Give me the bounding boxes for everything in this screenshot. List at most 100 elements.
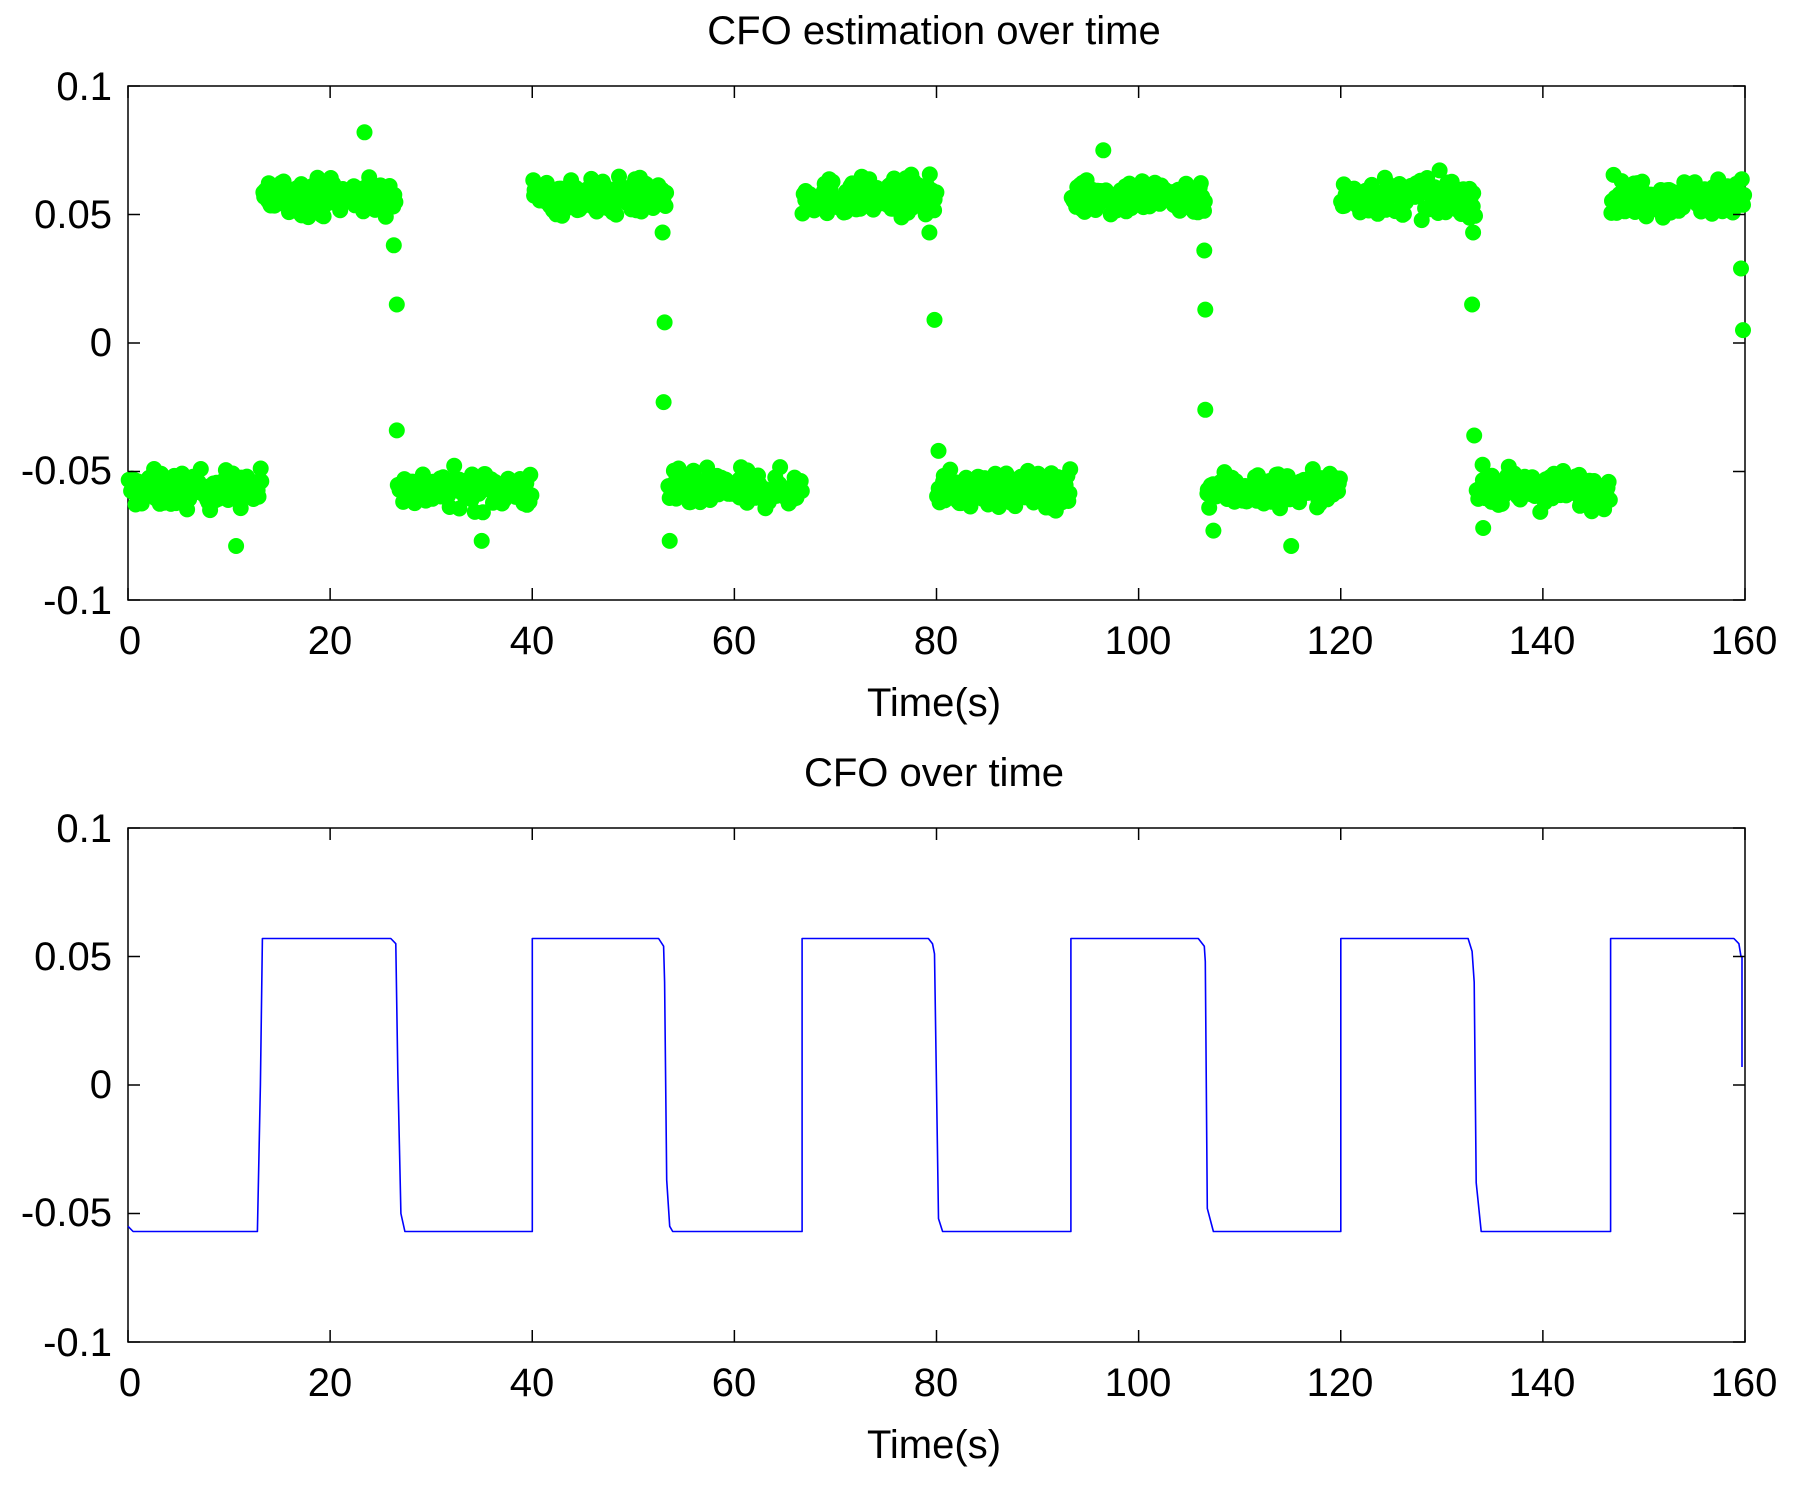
y-tick-label: 0.1 <box>56 807 112 851</box>
scatter-chart: CFO estimation over time 0 20 40 60 80 1… <box>21 9 1778 725</box>
x-tick-label: 20 <box>308 1361 353 1405</box>
scatter-point <box>661 532 678 549</box>
scatter-points <box>120 124 1753 554</box>
scatter-point <box>1205 522 1222 539</box>
scatter-point <box>1464 296 1481 313</box>
scatter-point <box>657 198 674 214</box>
scatter-point <box>1736 187 1753 203</box>
chart-title: CFO over time <box>804 751 1064 795</box>
y-tick-label: -0.05 <box>21 1191 112 1235</box>
line-chart: CFO over time 0 20 40 60 80 100 120 140 … <box>21 751 1778 1467</box>
scatter-point <box>1600 473 1617 490</box>
scatter-point <box>1733 260 1749 277</box>
scatter-point <box>1465 224 1482 241</box>
y-tick-labels: 0.1 0.05 0 -0.05 -0.1 <box>21 807 112 1365</box>
x-tick-label: 160 <box>1711 619 1778 663</box>
y-tick-label: 0.1 <box>56 65 112 109</box>
x-tick-label: 60 <box>712 619 757 663</box>
scatter-point <box>655 394 672 411</box>
scatter-point <box>1601 491 1618 508</box>
chart-title: CFO estimation over time <box>707 9 1160 53</box>
y-tick-label: 0.05 <box>34 193 112 237</box>
x-tick-label: 20 <box>308 619 353 663</box>
scatter-point <box>1196 193 1213 210</box>
scatter-point <box>192 461 209 477</box>
y-tick-label: 0 <box>90 321 112 365</box>
scatter-point <box>772 459 789 476</box>
y-tick-label: -0.1 <box>43 579 112 623</box>
scatter-point <box>250 488 267 505</box>
x-tick-label: 60 <box>712 1361 757 1405</box>
scatter-point <box>232 500 249 517</box>
scatter-point <box>474 504 491 521</box>
x-axis-label: Time(s) <box>867 1423 1001 1467</box>
scatter-point <box>388 422 405 439</box>
scatter-point <box>1192 175 1209 192</box>
scatter-point <box>1735 322 1751 339</box>
scatter-point <box>1467 207 1483 224</box>
x-tick-labels: 0 20 40 60 80 100 120 140 160 <box>119 619 1778 663</box>
scatter-point <box>1395 206 1412 222</box>
x-tick-label: 100 <box>1105 619 1172 663</box>
x-tick-label: 80 <box>914 1361 959 1405</box>
scatter-point <box>1283 538 1300 554</box>
x-tick-label: 0 <box>119 619 141 663</box>
x-tick-label: 120 <box>1307 1361 1374 1405</box>
scatter-point <box>473 532 490 549</box>
scatter-point <box>928 184 945 201</box>
scatter-point <box>1431 162 1448 179</box>
scatter-point <box>611 168 627 185</box>
x-tick-label: 80 <box>914 619 959 663</box>
scatter-point <box>658 184 675 201</box>
y-tick-labels: 0.1 0.05 0 -0.05 -0.1 <box>21 65 112 623</box>
scatter-point <box>656 314 673 331</box>
y-ticks <box>128 827 1745 1343</box>
x-tick-label: 140 <box>1509 1361 1576 1405</box>
scatter-point <box>921 224 938 241</box>
y-tick-label: -0.05 <box>21 449 112 493</box>
scatter-point <box>1061 485 1078 502</box>
x-ticks <box>127 86 1746 600</box>
series-line-cfo <box>127 937 1743 1233</box>
x-tick-label: 0 <box>119 1361 141 1405</box>
scatter-point <box>253 473 270 490</box>
x-tick-label: 40 <box>510 1361 555 1405</box>
scatter-point <box>608 206 625 223</box>
scatter-point <box>824 173 841 190</box>
x-tick-label: 140 <box>1509 619 1576 663</box>
scatter-point <box>793 483 810 499</box>
scatter-point <box>1197 301 1214 318</box>
scatter-point <box>1062 461 1079 478</box>
scatter-point <box>942 461 959 478</box>
scatter-point <box>1733 171 1750 188</box>
scatter-point <box>1196 242 1213 259</box>
scatter-point <box>1475 520 1492 536</box>
scatter-point <box>926 311 943 328</box>
scatter-point <box>1466 427 1483 444</box>
scatter-point <box>387 194 404 210</box>
scatter-point <box>930 442 947 459</box>
scatter-point <box>1197 401 1214 418</box>
scatter-point <box>523 487 540 504</box>
scatter-point <box>1465 185 1482 202</box>
x-tick-labels: 0 20 40 60 80 100 120 140 160 <box>119 1361 1778 1405</box>
scatter-point <box>1474 456 1491 473</box>
x-tick-label: 160 <box>1711 1361 1778 1405</box>
scatter-point <box>1095 142 1112 159</box>
scatter-point <box>522 466 539 483</box>
y-tick-label: -0.1 <box>43 1321 112 1365</box>
scatter-point <box>1331 470 1348 487</box>
y-ticks <box>128 85 1745 601</box>
y-tick-label: 0.05 <box>34 935 112 979</box>
scatter-point <box>654 224 671 241</box>
x-tick-label: 100 <box>1105 1361 1172 1405</box>
x-tick-label: 120 <box>1307 619 1374 663</box>
scatter-point <box>385 237 402 254</box>
scatter-point <box>921 166 938 183</box>
scatter-point <box>228 538 245 554</box>
scatter-point <box>356 124 373 141</box>
scatter-point <box>446 457 463 474</box>
x-tick-label: 40 <box>510 619 555 663</box>
